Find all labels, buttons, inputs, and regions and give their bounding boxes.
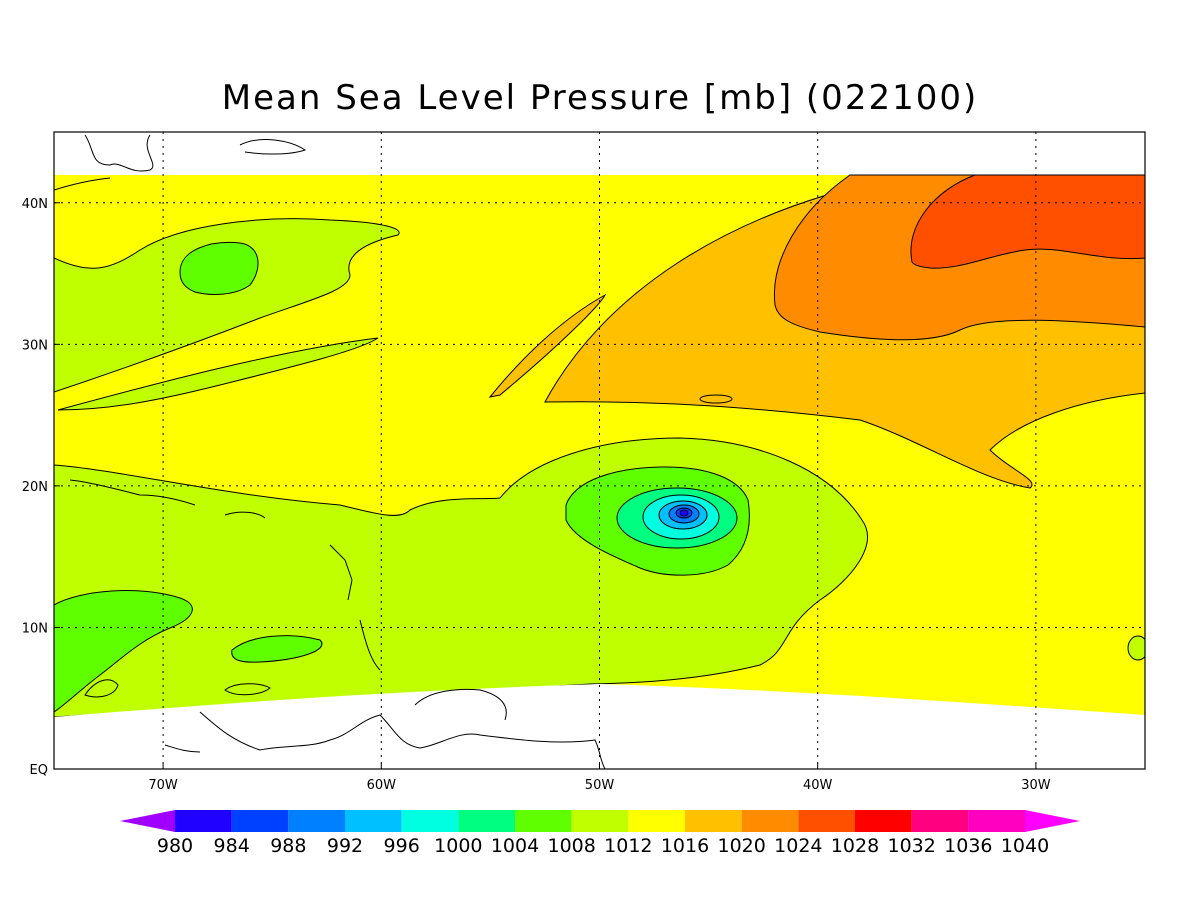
pressure-band-1004-1008-nw [179,241,259,295]
colorbar-segment [345,810,402,832]
colorbar-label: 1016 [661,835,709,857]
pressure-band-1008-1012-streak [57,337,379,411]
y-tick-label: 10N [22,621,48,636]
y-tick-label: EQ [30,763,48,778]
pressure-band-1024-1028 [910,174,1145,269]
colorbar-label: 1008 [547,835,595,857]
colorbar-segment [571,810,629,832]
colorbar-label: 992 [327,835,363,857]
colorbar-segment [741,810,799,832]
colorbar-label: 1020 [717,835,765,857]
pressure-band-1004-1008-south-2 [231,635,323,663]
pressure-band-1008-1012-pocket-a [84,679,119,698]
map-title: Mean Sea Level Pressure [mb] (022100) [221,78,979,118]
colorbar-label: 984 [214,835,250,857]
colorbar-segment [515,810,572,832]
x-tick-label: 30W [1021,778,1051,793]
colorbar-segment [401,810,459,832]
colorbar-label: 980 [157,835,193,857]
y-axis: EQ 10N 20N 30N 40N [22,197,60,778]
colorbar-segment [231,810,289,832]
colorbar-max-arrow [1025,810,1080,832]
colorbar-label: 1000 [434,835,482,857]
colorbar-label: 1004 [491,835,539,857]
x-tick-label: 70W [148,778,178,793]
x-tick-label: 50W [585,778,615,793]
map-fields [54,134,1145,769]
grid-lines [54,132,1145,769]
colorbar-label: 1040 [1001,835,1049,857]
colorbar-label: 1032 [887,835,935,857]
colorbar-segment [855,810,912,832]
missing-data-region [54,684,1145,769]
colorbar-segment [968,810,1025,832]
colorbar-min-arrow [120,810,175,832]
pressure-blob [699,394,733,404]
colorbar: 980 984 988 992 996 1000 1004 1008 1012 1016 1020 1… [120,810,1080,857]
pressure-band-1004-1008-south [54,590,193,713]
colorbar-segment [685,810,742,832]
colorbar-label: 1024 [774,835,822,857]
y-tick-label: 30N [22,338,48,353]
colorbar-segment [911,810,969,832]
coastlines [54,134,606,769]
y-tick-label: 40N [22,197,48,212]
pressure-band-1008-1012-pocket-c [1127,635,1145,661]
colorbar-label: 988 [270,835,306,857]
low-center [679,509,689,517]
x-tick-label: 40W [803,778,833,793]
colorbar-segment [798,810,855,832]
colorbar-label: 1036 [944,835,992,857]
colorbar-label: 996 [384,835,420,857]
pressure-streak [488,293,607,398]
x-tick-label: 60W [367,778,397,793]
colorbar-segment [175,810,232,832]
x-axis: 70W 60W 50W 40W 30W [148,763,1051,793]
colorbar-label: 1012 [604,835,652,857]
colorbar-label: 1028 [831,835,879,857]
colorbar-segment [628,810,685,832]
pressure-band-1008-1012-northwest [54,218,400,393]
y-tick-label: 20N [22,480,48,495]
colorbar-segment [288,810,345,832]
pressure-band-1008-1012-pocket-b [224,683,271,696]
colorbar-segment [458,810,515,832]
